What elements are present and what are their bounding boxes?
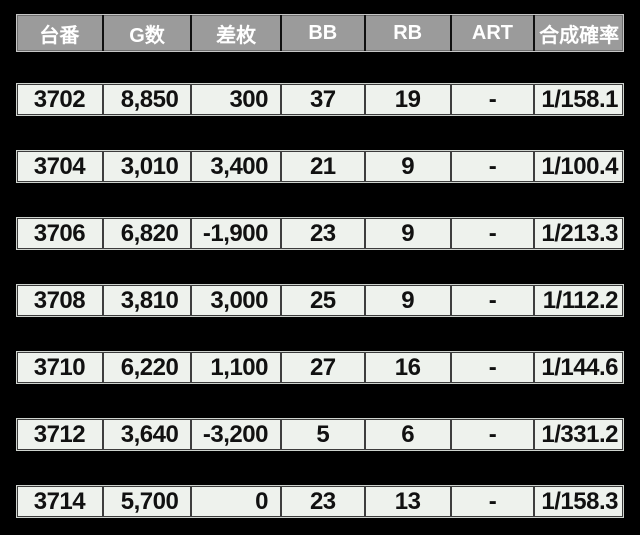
cell-game-count: 6,820 <box>101 218 190 249</box>
cell-machine-number: 3710 <box>33 353 86 381</box>
column-header-combined-rate: 合成確率 <box>533 15 623 51</box>
cell-combined-rate: 1/144.6 <box>533 352 623 383</box>
cell-art: - <box>449 218 534 249</box>
column-header-art: ART <box>449 15 534 51</box>
cell-bb: 21 <box>279 151 364 182</box>
cell-art: - <box>449 285 534 316</box>
cell-machine-number: 3704 <box>33 152 86 180</box>
cell-bb: 5 <box>279 419 364 450</box>
cell-machine-number: 3712 <box>33 420 86 448</box>
column-header-coin-diff: 差枚 <box>190 15 280 51</box>
table-row: 3708 3,810 3,000 25 9 - 1/112.2 <box>16 284 624 317</box>
cell-art: - <box>449 151 534 182</box>
cell-coin-diff: 3,000 <box>190 285 280 316</box>
cell-coin-diff: 3,400 <box>190 151 280 182</box>
cell-rb: 9 <box>363 285 450 316</box>
cell-rb: 6 <box>363 419 450 450</box>
cell-combined-rate: 1/158.3 <box>533 486 623 517</box>
cell-coin-diff: 0 <box>190 486 280 517</box>
cell-art: - <box>449 352 534 383</box>
cell-machine-number: 3714 <box>33 487 86 515</box>
table-row: 3714 5,700 0 23 13 - 1/158.3 <box>16 485 624 518</box>
cell-combined-rate: 1/112.2 <box>533 285 623 316</box>
cell-machine-number: 3702 <box>33 85 86 113</box>
cell-rb: 13 <box>363 486 450 517</box>
column-header-bb: BB <box>279 15 364 51</box>
cell-game-count: 8,850 <box>101 84 190 115</box>
cell-art: - <box>449 84 534 115</box>
cell-game-count: 6,220 <box>101 352 190 383</box>
cell-rb: 16 <box>363 352 450 383</box>
cell-coin-diff: -3,200 <box>190 419 280 450</box>
cell-machine-number: 3706 <box>33 219 86 247</box>
column-header-rb: RB <box>363 15 450 51</box>
cell-rb: 9 <box>363 151 450 182</box>
column-header-game-count: G数 <box>101 15 190 51</box>
cell-game-count: 5,700 <box>101 486 190 517</box>
cell-rb: 9 <box>363 218 450 249</box>
cell-combined-rate: 1/213.3 <box>533 218 623 249</box>
table-row: 3712 3,640 -3,200 5 6 - 1/331.2 <box>16 418 624 451</box>
cell-bb: 23 <box>279 486 364 517</box>
cell-machine-number: 3708 <box>33 286 86 314</box>
cell-coin-diff: 300 <box>190 84 280 115</box>
table-header-row: 台番 G数 差枚 BB RB ART 合成確率 <box>16 14 624 52</box>
cell-game-count: 3,810 <box>101 285 190 316</box>
cell-combined-rate: 1/158.1 <box>533 84 623 115</box>
cell-art: - <box>449 486 534 517</box>
cell-coin-diff: -1,900 <box>190 218 280 249</box>
cell-combined-rate: 1/100.4 <box>533 151 623 182</box>
cell-coin-diff: 1,100 <box>190 352 280 383</box>
cell-bb: 23 <box>279 218 364 249</box>
cell-bb: 27 <box>279 352 364 383</box>
cell-rb: 19 <box>363 84 450 115</box>
cell-game-count: 3,010 <box>101 151 190 182</box>
cell-art: - <box>449 419 534 450</box>
cell-bb: 25 <box>279 285 364 316</box>
table-row: 3704 3,010 3,400 21 9 - 1/100.4 <box>16 150 624 183</box>
cell-bb: 37 <box>279 84 364 115</box>
cell-combined-rate: 1/331.2 <box>533 419 623 450</box>
cell-game-count: 3,640 <box>101 419 190 450</box>
machine-data-table: 台番 G数 差枚 BB RB ART 合成確率 3702 8,850 300 3… <box>16 14 624 518</box>
table-row: 3706 6,820 -1,900 23 9 - 1/213.3 <box>16 217 624 250</box>
table-row: 3710 6,220 1,100 27 16 - 1/144.6 <box>16 351 624 384</box>
column-header-machine-number: 台番 <box>39 24 80 47</box>
table-row: 3702 8,850 300 37 19 - 1/158.1 <box>16 83 624 116</box>
